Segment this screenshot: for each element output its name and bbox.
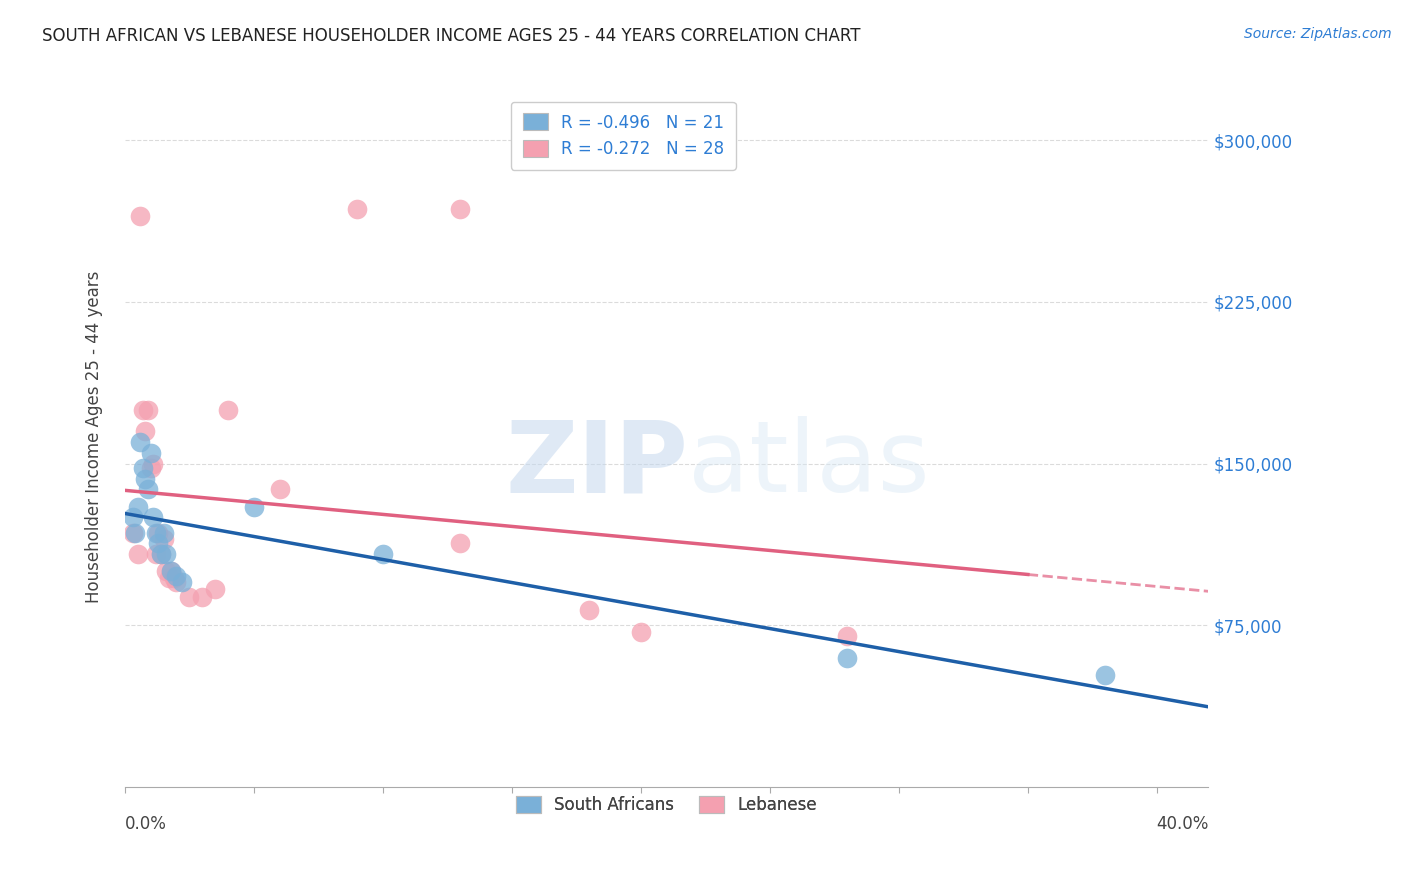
Point bbox=[217, 402, 239, 417]
Point bbox=[160, 565, 183, 579]
Point bbox=[129, 435, 152, 450]
Point bbox=[179, 591, 201, 605]
Point bbox=[160, 565, 183, 579]
Text: SOUTH AFRICAN VS LEBANESE HOUSEHOLDER INCOME AGES 25 - 44 YEARS CORRELATION CHAR: SOUTH AFRICAN VS LEBANESE HOUSEHOLDER IN… bbox=[42, 27, 860, 45]
Text: atlas: atlas bbox=[689, 417, 929, 513]
Point bbox=[121, 525, 143, 540]
Point bbox=[134, 472, 156, 486]
Legend: South Africans, Lebanese: South Africans, Lebanese bbox=[509, 789, 824, 821]
Point bbox=[346, 202, 368, 217]
Text: 0.0%: 0.0% bbox=[125, 815, 167, 833]
Point bbox=[142, 457, 165, 471]
Point bbox=[157, 571, 180, 585]
Point bbox=[124, 525, 146, 540]
Point bbox=[165, 568, 187, 582]
Point bbox=[136, 402, 159, 417]
Point bbox=[127, 500, 149, 514]
Point bbox=[152, 532, 174, 546]
Point bbox=[578, 603, 600, 617]
Text: ZIP: ZIP bbox=[505, 417, 689, 513]
Point bbox=[121, 510, 143, 524]
Point bbox=[449, 202, 471, 217]
Point bbox=[129, 209, 152, 223]
Point bbox=[204, 582, 226, 596]
Point bbox=[630, 624, 652, 639]
Text: 40.0%: 40.0% bbox=[1156, 815, 1209, 833]
Point bbox=[191, 591, 214, 605]
Point bbox=[449, 536, 471, 550]
Point bbox=[145, 525, 167, 540]
Point bbox=[136, 483, 159, 497]
Point bbox=[165, 575, 187, 590]
Point bbox=[148, 536, 170, 550]
Point bbox=[155, 547, 177, 561]
Text: Source: ZipAtlas.com: Source: ZipAtlas.com bbox=[1244, 27, 1392, 41]
Point bbox=[139, 461, 162, 475]
Point bbox=[269, 483, 291, 497]
Point bbox=[243, 500, 266, 514]
Point bbox=[127, 547, 149, 561]
Point bbox=[837, 629, 859, 643]
Point bbox=[163, 571, 186, 585]
Point bbox=[170, 575, 193, 590]
Point bbox=[149, 547, 172, 561]
Point bbox=[148, 525, 170, 540]
Point bbox=[134, 424, 156, 438]
Point bbox=[152, 525, 174, 540]
Point bbox=[132, 402, 155, 417]
Point bbox=[139, 446, 162, 460]
Y-axis label: Householder Income Ages 25 - 44 years: Householder Income Ages 25 - 44 years bbox=[86, 270, 103, 603]
Point bbox=[149, 547, 172, 561]
Point bbox=[371, 547, 394, 561]
Point bbox=[132, 461, 155, 475]
Point bbox=[142, 510, 165, 524]
Point bbox=[145, 547, 167, 561]
Point bbox=[155, 565, 177, 579]
Point bbox=[1094, 668, 1116, 682]
Point bbox=[837, 650, 859, 665]
